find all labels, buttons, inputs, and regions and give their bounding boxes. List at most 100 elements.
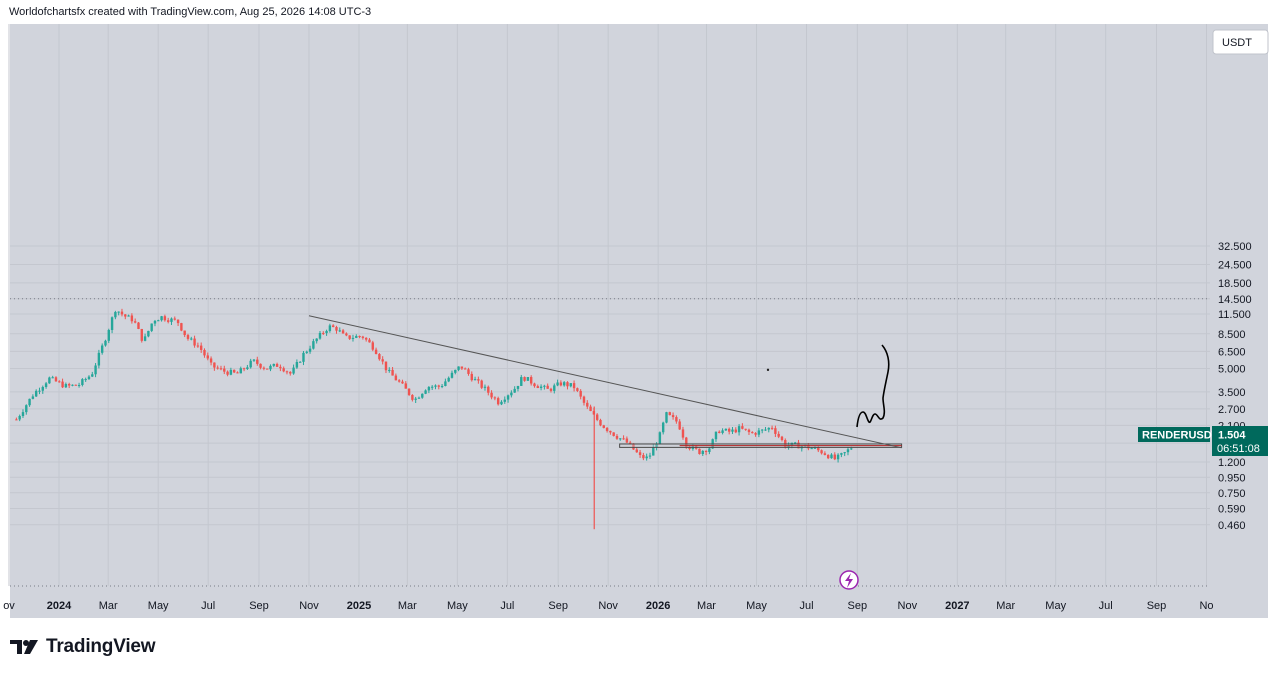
candle-body [249, 360, 252, 368]
x-tick-label: May [1045, 600, 1066, 612]
candle-body [450, 372, 454, 378]
candle-body [467, 369, 470, 374]
candle-body [275, 363, 279, 367]
candle-body [421, 393, 424, 398]
candle-body [265, 368, 269, 370]
candle-body [351, 337, 355, 339]
candle-body [767, 427, 770, 430]
candle-body [196, 345, 200, 347]
candle-body [140, 328, 143, 341]
candle-body [292, 367, 295, 374]
candle-body [764, 429, 767, 431]
candle-body [348, 335, 351, 339]
candle-body [513, 388, 516, 393]
candle-body [463, 368, 467, 370]
candle-body [780, 436, 784, 441]
candle-body [97, 352, 101, 366]
price-chart[interactable]: 32.500 24.500 18.500 14.500 11.500 8.500 6.500… [0, 0, 1280, 630]
candle-body [328, 325, 332, 331]
candle-body [477, 379, 480, 381]
candle-body [533, 383, 536, 387]
x-tick-label: 2026 [646, 600, 670, 612]
candle-body [846, 449, 850, 453]
candle-body [645, 456, 648, 459]
candle-body [282, 368, 285, 372]
candle-body [701, 450, 704, 455]
candle-body [850, 448, 853, 450]
candle-body [61, 381, 64, 388]
candle-body [104, 340, 107, 346]
candle-body [737, 426, 741, 433]
y-tick-label: 24.500 [1218, 259, 1252, 271]
candle-body [67, 384, 71, 386]
time-scale: ov 2024 Mar May Jul Sep Nov 2025 Mar May Jul Sep Nov… [3, 600, 1213, 612]
candle-body [658, 432, 662, 445]
candle-body [295, 362, 299, 368]
candle-body [107, 329, 110, 341]
candle-body [404, 383, 407, 389]
candle-body [394, 375, 398, 381]
chart-credit-header: Worldofchartsfx created with TradingView… [9, 6, 372, 18]
candle-body [566, 382, 569, 387]
lightning-icon[interactable] [839, 570, 859, 590]
candle-body [341, 330, 345, 334]
candle-body [239, 368, 242, 374]
currency-selector[interactable]: USDT [1212, 29, 1269, 55]
candle-body [503, 399, 506, 402]
candle-body [642, 455, 645, 459]
candle-body [836, 454, 840, 460]
candle-body [619, 438, 622, 440]
candle-body [190, 338, 193, 340]
candle-body [582, 396, 586, 403]
tradingview-footer: TradingView [10, 636, 156, 658]
x-tick-label: Sep [1147, 600, 1167, 612]
x-tick-label: Jul [1099, 600, 1113, 612]
x-tick-label: Sep [848, 600, 868, 612]
candle-body [206, 355, 209, 359]
candle-body [256, 359, 259, 364]
candle-body [638, 452, 642, 456]
candle-body [774, 428, 777, 434]
x-tick-label: Mar [996, 600, 1015, 612]
x-tick-label: May [447, 600, 468, 612]
candle-body [496, 398, 500, 405]
candle-body [483, 386, 487, 388]
x-tick-label: Jul [500, 600, 514, 612]
candle-body [318, 332, 322, 339]
candle-body [698, 448, 701, 455]
candle-body [94, 365, 97, 375]
candle-body [572, 383, 576, 389]
candle-body [279, 366, 282, 369]
candle-body [751, 432, 754, 434]
candle-body [269, 365, 272, 370]
candle-body [236, 372, 239, 374]
candle-body [229, 369, 233, 375]
candle-body [242, 368, 246, 370]
candle-body [322, 332, 325, 334]
candle-body [440, 385, 444, 387]
candle-body [100, 345, 104, 353]
candle-body [117, 311, 120, 313]
candle-body [493, 397, 497, 399]
candle-body [124, 314, 127, 317]
candle-body [203, 349, 206, 356]
candle-body [655, 444, 658, 448]
y-tick-label: 11.500 [1218, 309, 1251, 321]
candle-body [34, 390, 38, 397]
candle-body [137, 322, 140, 329]
candle-body [364, 337, 368, 340]
x-tick-label: No [1199, 600, 1213, 612]
candle-body [226, 371, 229, 375]
candle-body [315, 338, 318, 342]
candle-body [543, 385, 546, 387]
x-tick-label: Mar [697, 600, 716, 612]
candle-body [223, 368, 226, 372]
y-tick-label: 1.200 [1218, 457, 1246, 469]
candle-body [612, 432, 615, 436]
candle-body [41, 386, 44, 391]
y-tick-label: 6.500 [1218, 346, 1246, 358]
tradingview-logo-icon [10, 640, 38, 654]
y-tick-label: 0.950 [1218, 472, 1246, 484]
candle-body [414, 398, 417, 400]
candle-body [213, 362, 216, 368]
